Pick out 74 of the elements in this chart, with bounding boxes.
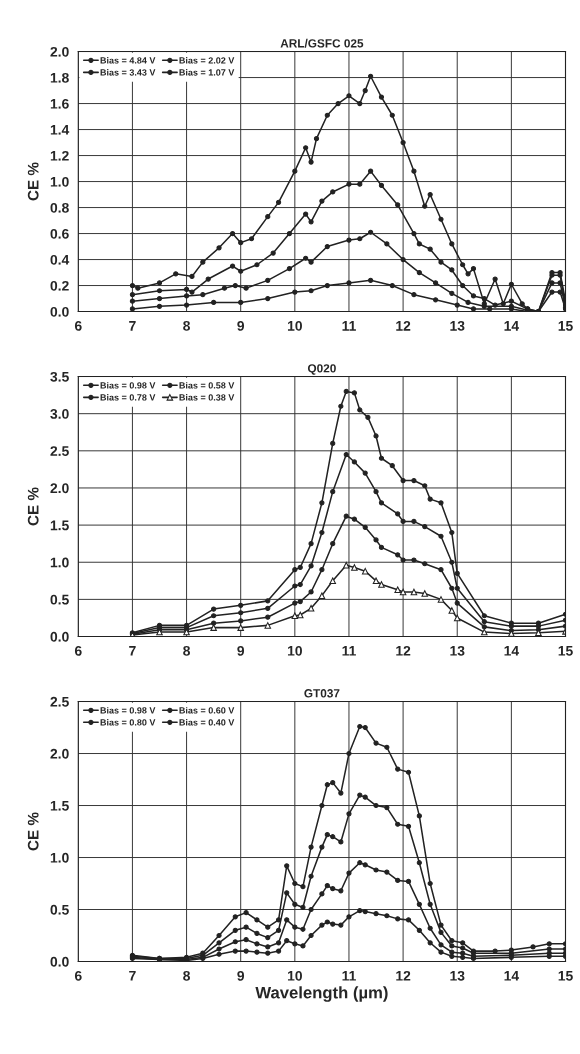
- legend-label: Bias = 0.60 V: [179, 706, 235, 714]
- legend-label: Bias = 3.43 V: [100, 69, 156, 76]
- y-tick-label: 1.5: [50, 801, 69, 811]
- legend-label: Bias = 0.98 V: [100, 381, 156, 389]
- legend-label: Bias = 0.58 V: [179, 381, 235, 389]
- x-tick-label: 10: [287, 320, 302, 331]
- x-tick-label: 13: [450, 970, 465, 981]
- y-tick-label: 0.0: [50, 306, 69, 317]
- y-tick-label: 1.0: [50, 176, 69, 187]
- y-tick-label: 0.4: [50, 254, 70, 265]
- chart-title: GT037: [304, 689, 340, 698]
- legend-label: Bias = 0.38 V: [179, 393, 235, 401]
- x-tick-label: 6: [74, 645, 82, 656]
- y-tick-label: 0.0: [50, 956, 69, 967]
- x-tick-label: 15: [558, 321, 573, 331]
- y-tick-label: 2.5: [50, 446, 69, 456]
- chart-title: ARL/GSFC 025: [280, 38, 364, 48]
- x-tick-label: 9: [237, 645, 245, 656]
- x-tick-label: 10: [287, 970, 302, 981]
- y-axis-title: CE %: [27, 487, 39, 526]
- y-tick-label: 1.8: [50, 72, 69, 83]
- x-tick-label: 13: [450, 320, 465, 331]
- x-tick-label: 13: [450, 645, 465, 656]
- y-axis-title: CE %: [27, 812, 39, 851]
- y-tick-label: 3.0: [50, 409, 69, 419]
- x-tick-label: 6: [74, 970, 82, 981]
- y-tick-label: 1.5: [50, 520, 69, 531]
- x-tick-label: 7: [129, 971, 136, 981]
- x-tick-label: 14: [504, 971, 520, 981]
- x-tick-label: 14: [504, 321, 520, 331]
- y-tick-label: 0.0: [50, 631, 69, 642]
- x-tick-label: 10: [287, 645, 302, 656]
- y-tick-label: 2.0: [50, 748, 69, 759]
- y-tick-label: 3.5: [50, 371, 69, 382]
- legend-label: Bias = 1.07 V: [179, 69, 235, 76]
- x-tick-label: 11: [342, 321, 356, 331]
- x-tick-label: 12: [396, 645, 411, 656]
- chart-title: Q020: [307, 364, 336, 375]
- x-axis-title: Wavelength (µm): [255, 986, 388, 1002]
- legend-label: Bias = 0.40 V: [179, 718, 235, 726]
- y-tick-label: 0.8: [50, 202, 69, 213]
- x-tick-label: 11: [342, 971, 356, 981]
- x-tick-label: 15: [558, 971, 573, 981]
- x-tick-label: 9: [237, 970, 245, 981]
- y-tick-label: 0.6: [50, 228, 69, 239]
- x-tick-label: 12: [396, 320, 411, 331]
- y-tick-label: 0.5: [50, 594, 69, 605]
- y-tick-label: 1.0: [50, 557, 69, 568]
- x-tick-label: 8: [183, 320, 190, 331]
- x-tick-label: 7: [129, 321, 136, 331]
- y-tick-label: 0.2: [50, 280, 69, 291]
- x-tick-label: 14: [504, 646, 520, 656]
- x-tick-label: 7: [129, 646, 136, 656]
- x-tick-label: 6: [74, 320, 82, 331]
- y-tick-label: 1.4: [50, 125, 70, 135]
- legend-label: Bias = 4.84 V: [100, 56, 156, 64]
- x-tick-label: 15: [558, 646, 573, 656]
- y-tick-label: 2.5: [50, 696, 69, 707]
- y-tick-label: 1.6: [50, 98, 69, 109]
- x-tick-label: 9: [237, 320, 245, 331]
- legend-label: Bias = 2.02 V: [179, 56, 235, 64]
- legend-label: Bias = 0.80 V: [100, 718, 156, 726]
- x-tick-label: 8: [183, 645, 190, 656]
- y-tick-label: 0.5: [50, 904, 69, 915]
- y-tick-label: 2.0: [50, 46, 69, 57]
- x-tick-label: 8: [183, 970, 190, 981]
- x-tick-label: 11: [342, 646, 356, 656]
- legend-label: Bias = 0.98 V: [100, 706, 156, 714]
- y-tick-label: 1.2: [50, 150, 69, 161]
- y-tick-label: 2.0: [50, 483, 69, 494]
- y-axis-title: CE %: [27, 162, 39, 201]
- x-tick-label: 12: [396, 970, 411, 981]
- y-tick-label: 1.0: [50, 852, 69, 863]
- legend-label: Bias = 0.78 V: [100, 393, 156, 401]
